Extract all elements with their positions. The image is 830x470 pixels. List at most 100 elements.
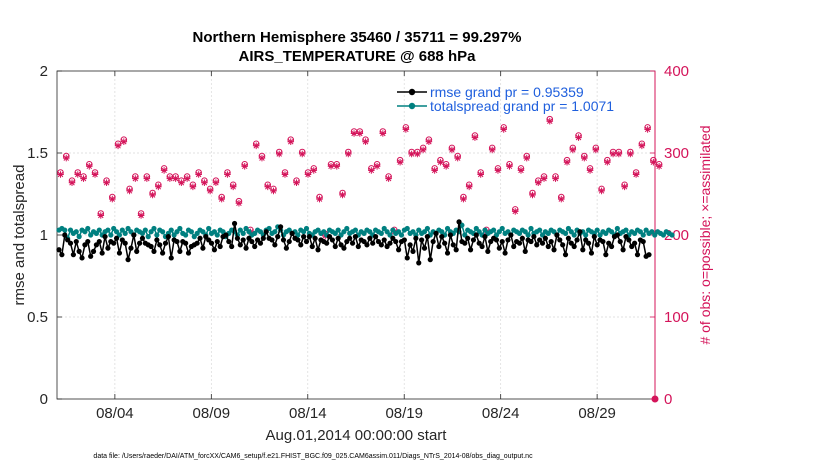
legend-rmse-marker — [408, 88, 416, 96]
totalspread-point — [76, 234, 82, 240]
rmse-point — [349, 240, 356, 246]
axis-ticks: 08/04 08/09 08/14 08/19 08/24 08/29 0 0.5 1 1.5 2 0… — [27, 63, 689, 422]
obs-assimilated-marker — [189, 183, 197, 191]
obs-assimilated-marker — [252, 142, 260, 150]
totalspread-point — [571, 232, 577, 238]
rmse-point — [286, 238, 292, 245]
rmse-point — [79, 255, 85, 261]
obs-assimilated-marker — [160, 167, 168, 174]
totalspread-point — [145, 234, 151, 240]
obs-assimilated-marker — [275, 150, 283, 158]
obs-assimilated-marker — [650, 158, 657, 166]
rmse-point — [116, 250, 123, 256]
totalspread-point — [378, 230, 384, 236]
obs-assimilated-marker — [362, 138, 369, 145]
rmse-point — [608, 243, 615, 250]
rmse-point — [269, 237, 275, 243]
rmse-point — [614, 232, 620, 238]
obs-assimilated-marker — [373, 163, 381, 170]
rmse-point — [421, 245, 428, 251]
totalspread-point — [583, 232, 589, 238]
rmse-point — [646, 252, 652, 258]
rmse-point — [591, 234, 597, 240]
rmse-point — [444, 250, 451, 256]
y-tick-label: 0.5 — [27, 309, 48, 326]
obs-assimilated-marker — [523, 154, 531, 162]
y-axis-label: rmse and totalspread — [11, 165, 28, 306]
rmse-point — [407, 242, 413, 248]
rmse-point — [240, 237, 246, 243]
rmse-point — [278, 224, 284, 230]
obs-assimilated-marker — [316, 195, 323, 203]
x-tick-label: 08/09 — [193, 405, 231, 422]
obs-assimilated-marker — [465, 183, 473, 191]
rmse-point — [545, 243, 551, 250]
totalspread-point — [623, 227, 629, 233]
rmse-point — [479, 243, 485, 250]
rmse-point — [519, 235, 525, 241]
rmse-point — [511, 243, 517, 250]
obs-assimilated-marker — [385, 175, 392, 182]
x-tick-label: 08/19 — [385, 405, 423, 422]
totalspread-point — [240, 230, 246, 236]
obs-assimilated-marker — [644, 126, 651, 133]
rmse-point — [252, 243, 258, 250]
rmse-point — [56, 247, 62, 253]
rmse-point — [96, 238, 102, 245]
obs-assimilated-marker — [172, 175, 179, 182]
rmse-point — [419, 237, 425, 243]
rmse-point — [600, 238, 606, 245]
obs-assimilated-marker — [62, 154, 70, 162]
obs-assimilated-marker — [298, 150, 306, 158]
obs-assimilated-marker — [345, 150, 352, 158]
rmse-point — [493, 237, 500, 243]
rmse-point — [237, 242, 243, 248]
obs-assimilated-marker — [57, 171, 64, 178]
obs-assimilated-marker — [85, 163, 93, 170]
obs-assimilated-marker — [414, 150, 421, 158]
rmse-point — [416, 260, 422, 266]
obs-assimilated-marker — [80, 175, 87, 182]
obs-assimilated-marker — [402, 126, 410, 133]
rmse-point — [410, 248, 416, 254]
rmse-point — [632, 240, 638, 246]
rmse-point — [211, 247, 218, 253]
rmse-point — [465, 235, 471, 241]
rmse-point — [367, 235, 373, 241]
totalspread-point — [206, 225, 212, 232]
rmse-point — [197, 235, 203, 241]
rmse-point — [148, 243, 154, 250]
obs-assimilated-marker — [281, 171, 289, 178]
rmse-point — [134, 248, 140, 254]
rmse-point — [88, 253, 94, 259]
rmse-point — [301, 234, 307, 240]
obs-assimilated-marker — [655, 163, 663, 170]
rmse-point — [194, 240, 200, 246]
totalspread-point — [73, 229, 79, 235]
rmse-point — [335, 235, 341, 241]
obs-assimilated-marker — [339, 191, 346, 199]
totalspread-point — [398, 232, 405, 238]
totalspread-point — [499, 225, 505, 232]
obs-assimilated-marker — [488, 146, 496, 154]
totalspread-point — [404, 225, 410, 232]
rmse-point — [442, 240, 448, 246]
rmse-point — [528, 238, 534, 245]
rmse-point — [154, 237, 160, 243]
obs-assimilated-marker — [201, 179, 208, 186]
y-right-tick-label: 0 — [664, 391, 672, 408]
legend: rmse grand pr = 0.95359 totalspread gran… — [397, 84, 614, 114]
rmse-point — [571, 243, 577, 250]
totalspread-point — [188, 229, 194, 235]
rmse-point — [151, 248, 157, 254]
rmse-point — [427, 257, 433, 263]
x-tick-label: 08/24 — [482, 405, 520, 422]
rmse-point — [200, 245, 206, 251]
obs-assimilated-marker — [609, 150, 617, 158]
rmse-point — [372, 234, 379, 240]
obs-assimilated-marker — [241, 163, 248, 170]
obs-assimilated-marker — [557, 195, 565, 203]
rmse-point — [347, 235, 353, 241]
rmse-point — [303, 238, 310, 245]
